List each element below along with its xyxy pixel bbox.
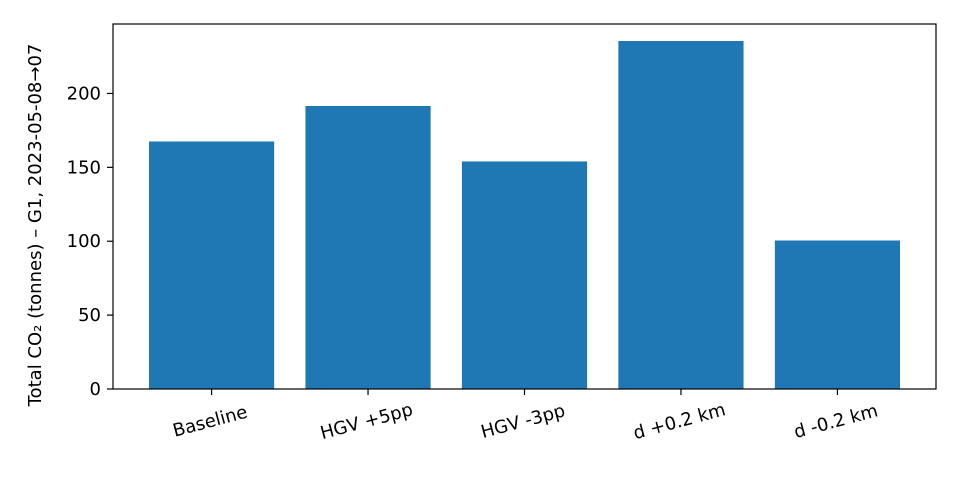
y-tick-label: 100 — [67, 231, 101, 252]
y-tick-label: 200 — [67, 83, 101, 104]
bar-1 — [305, 106, 431, 389]
y-axis-label: Total CO₂ (tonnes) – G1, 2023-05-08→07 — [25, 44, 46, 408]
bar-0 — [148, 141, 275, 389]
y-axis-ticks: 0 50 100 150 200 — [67, 83, 113, 400]
plot-frame — [112, 23, 937, 390]
bar-2 — [461, 161, 588, 389]
bars-group — [148, 40, 901, 390]
bar-4 — [774, 240, 901, 389]
y-tick-label: 0 — [90, 379, 101, 400]
y-tick-label: 50 — [78, 305, 101, 326]
bar-3 — [618, 40, 744, 390]
y-tick-label: 150 — [67, 157, 101, 178]
